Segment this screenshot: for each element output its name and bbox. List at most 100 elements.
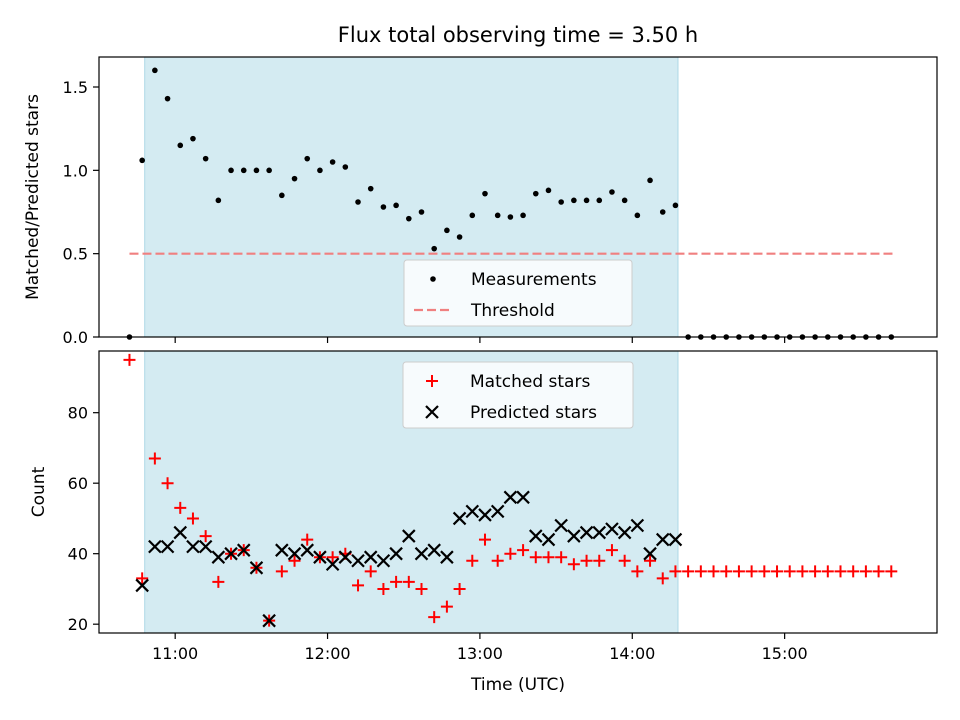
y-axis-label-count: Count: [29, 466, 49, 517]
matched-point: [275, 565, 288, 578]
predicted-point: [503, 490, 518, 505]
matched-point: [542, 551, 555, 564]
legend-label: Measurements: [471, 270, 597, 290]
y-axis-label-ratio: Matched/Predicted stars: [23, 94, 43, 300]
y-tick-label: 80: [68, 404, 88, 423]
y-tick-label: 60: [68, 474, 88, 493]
matched-point: [682, 565, 695, 578]
matched-point: [301, 533, 314, 546]
count-panel-frame: [98, 350, 938, 634]
measurement-point: [507, 214, 514, 220]
y-tick-label: 20: [68, 615, 88, 634]
x-tick-label: 11:00: [152, 644, 198, 663]
matched-point: [504, 547, 517, 560]
measurement-point: [291, 175, 298, 182]
predicted-point: [541, 532, 556, 547]
measurement-point: [139, 157, 145, 164]
predicted-point: [592, 525, 607, 540]
matched-point: [771, 565, 784, 578]
matched-point: [415, 582, 428, 595]
predicted-point: [655, 532, 670, 547]
predicted-point: [224, 546, 238, 561]
predicted-points: [135, 490, 683, 628]
measurement-point: [266, 167, 272, 174]
measurement-point: [342, 164, 349, 170]
matched-point: [656, 572, 669, 585]
y-tick-label: 0.5: [63, 245, 88, 264]
predicted-point: [275, 543, 289, 557]
predicted-point: [173, 525, 188, 540]
predicted-point: [135, 578, 149, 593]
predicted-point: [198, 539, 213, 554]
predicted-point: [211, 550, 226, 564]
measurement-point: [406, 215, 412, 222]
matched-point: [758, 565, 771, 578]
y-tick-label: 1.5: [63, 78, 88, 97]
matched-point: [847, 565, 860, 578]
matched-point: [821, 565, 834, 578]
measurement-point: [177, 142, 184, 149]
matched-point: [834, 565, 847, 578]
measurement-point: [469, 212, 476, 219]
measurement-point: [672, 202, 679, 209]
measurement-point: [152, 67, 158, 74]
predicted-point: [262, 613, 276, 628]
measurement-point: [355, 199, 361, 205]
y-tick-label: 1.0: [63, 161, 88, 180]
measurement-point: [393, 202, 399, 209]
predicted-point: [313, 550, 327, 564]
matched-point: [567, 558, 580, 571]
measurement-point: [444, 227, 450, 234]
matched-point: [174, 501, 187, 514]
measurement-point: [520, 212, 526, 219]
ratio-panel: 0.0 0.5 1.0 1.5 Matched/Predicted stars Mea…: [23, 56, 938, 347]
matched-point: [377, 582, 390, 595]
x-tick-label: 14:00: [609, 644, 655, 663]
measurement-point: [304, 155, 311, 162]
x-axis-top: [174, 337, 786, 343]
legend-marker-measurement: [430, 276, 436, 282]
predicted-point: [236, 543, 251, 557]
predicted-point: [528, 529, 543, 543]
predicted-point: [402, 529, 416, 543]
chart-title: Flux total observing time = 3.50 h: [338, 23, 698, 47]
matched-point: [707, 565, 720, 578]
matched-point: [491, 554, 504, 567]
measurement-point: [253, 167, 260, 174]
matched-point: [796, 565, 809, 578]
measurement-point: [659, 209, 666, 215]
measurement-point: [596, 197, 603, 204]
measurement-point: [456, 234, 463, 240]
predicted-point: [389, 546, 403, 561]
matched-points: [123, 353, 898, 627]
predicted-point: [351, 553, 365, 568]
predicted-point: [414, 546, 429, 561]
matched-point: [186, 512, 199, 525]
matched-point: [644, 554, 657, 567]
measurement-point: [494, 212, 501, 219]
matched-point: [732, 565, 745, 578]
measurement-point: [367, 185, 374, 192]
legend-marker-predicted: [425, 405, 439, 419]
predicted-point: [186, 539, 200, 554]
measurement-point: [532, 190, 539, 197]
predicted-point: [363, 550, 378, 564]
measurement-point: [621, 197, 628, 204]
predicted-point: [643, 546, 657, 561]
matched-point: [148, 452, 161, 465]
matched-point: [555, 551, 568, 564]
x-axis-label: Time (UTC): [470, 675, 565, 695]
predicted-point: [567, 529, 581, 543]
y-tick-label: 0.0: [63, 328, 88, 347]
matched-point: [288, 554, 301, 567]
matched-point: [745, 565, 758, 578]
ratio-panel-frame: [98, 56, 938, 338]
matched-point: [872, 565, 885, 578]
legend-label: Predicted stars: [470, 403, 597, 423]
matched-point: [478, 533, 491, 546]
matched-point: [669, 565, 682, 578]
predicted-point: [300, 543, 315, 557]
count-panel: 20 40 60 80 11:00 12:00 13:00 14:00 15:00 Count…: [29, 350, 938, 695]
matched-point: [352, 579, 365, 592]
